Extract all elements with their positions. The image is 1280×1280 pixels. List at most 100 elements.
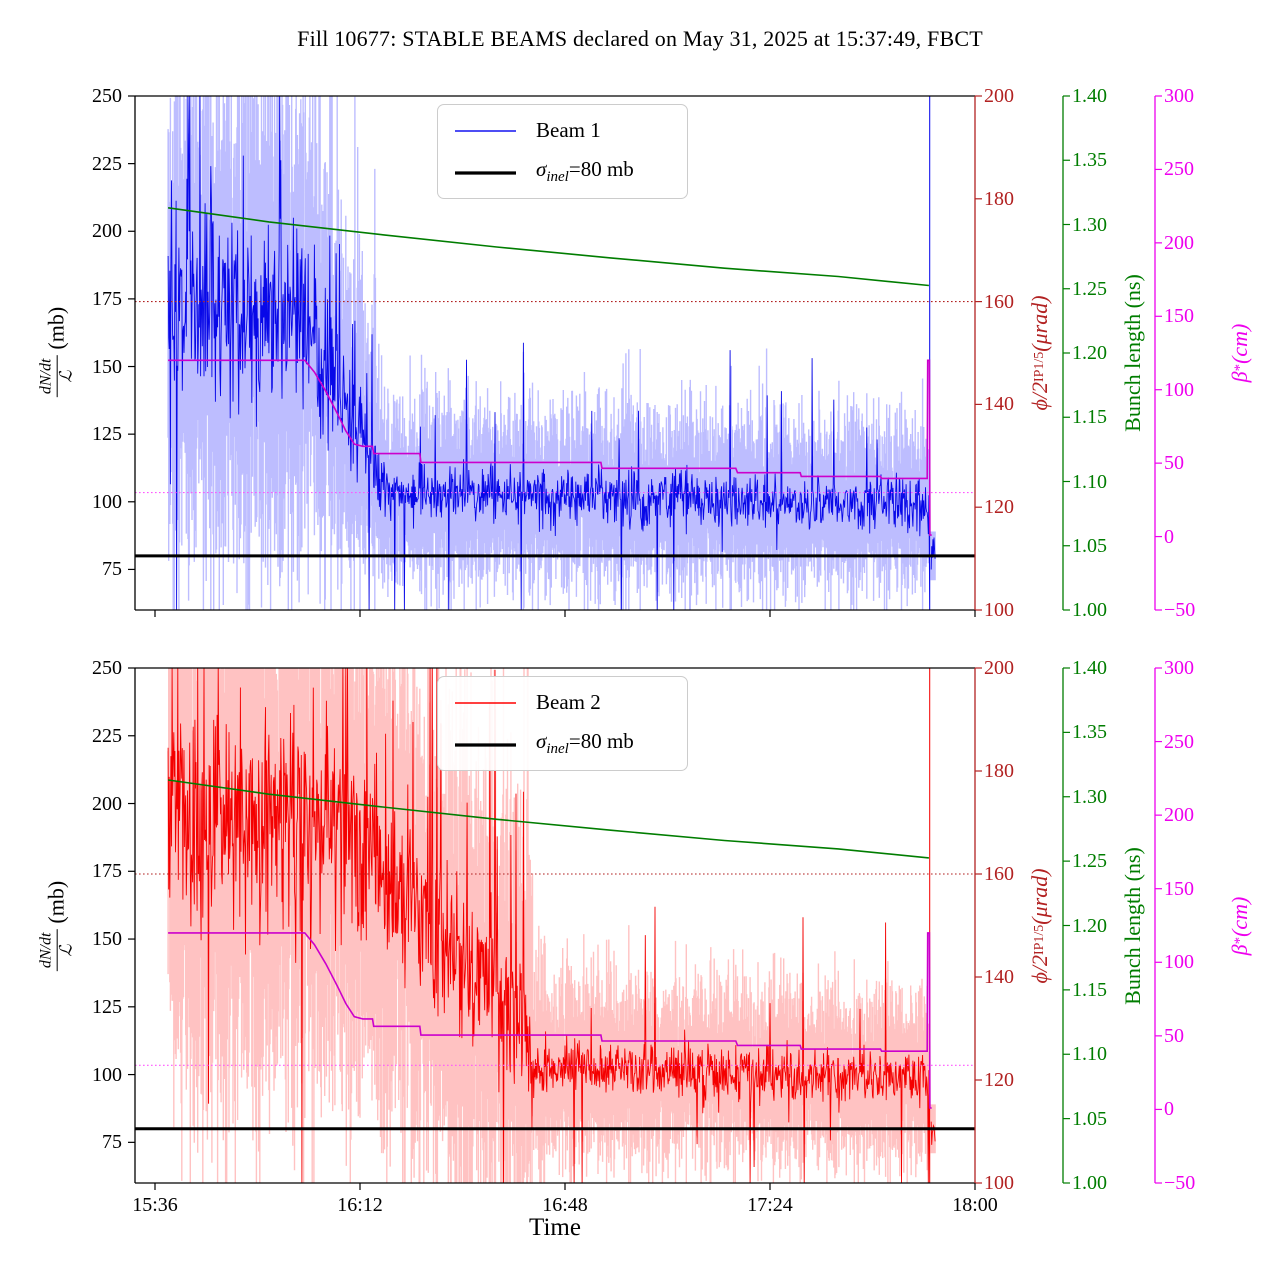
subplot-beam1-tail xyxy=(930,537,936,570)
tick-label: 250 xyxy=(1164,730,1194,753)
tick-label: 125 xyxy=(92,995,122,1018)
tick-label: 1.30 xyxy=(1072,785,1107,808)
legend-label-beam2: Beam 2 xyxy=(536,690,601,714)
tick-label: 150 xyxy=(92,355,122,378)
tick-label: 125 xyxy=(92,423,122,446)
subplot-beam2-data xyxy=(167,668,936,1183)
beta-star-line xyxy=(168,932,932,1109)
tick-label: 1.15 xyxy=(1072,406,1107,429)
tick-label: 140 xyxy=(984,393,1014,416)
tick-label: 300 xyxy=(1164,85,1194,107)
tick-label: 100 xyxy=(92,490,122,513)
tick-label: 100 xyxy=(92,1063,122,1086)
tick-label: 1.05 xyxy=(1072,1107,1107,1130)
tick-label: 15:36 xyxy=(132,1194,178,1216)
tick-label: 200 xyxy=(1164,804,1194,827)
tick-label: 1.20 xyxy=(1072,342,1107,364)
tick-label: 1.15 xyxy=(1072,978,1107,1001)
tick-label: −50 xyxy=(1164,1172,1196,1194)
subplot-beam2-trace xyxy=(167,668,931,1183)
tick-label: 1.25 xyxy=(1072,850,1107,873)
legend-label-sigma: σinel=80 mb xyxy=(536,729,634,758)
tick-label: 100 xyxy=(984,599,1014,621)
figure-title: Fill 10677: STABLE BEAMS declared on May… xyxy=(297,26,983,51)
tick-label: 1.00 xyxy=(1072,1172,1107,1194)
tick-label: 150 xyxy=(1164,305,1194,328)
tick-label: 150 xyxy=(92,928,122,951)
tick-label: 100 xyxy=(1164,378,1194,401)
tick-label: 75 xyxy=(102,558,122,581)
tick-label: 140 xyxy=(984,966,1014,988)
tick-label: 175 xyxy=(92,287,122,310)
tick-label: 17:24 xyxy=(747,1194,793,1216)
tick-label: 160 xyxy=(984,290,1014,313)
beta-axis-label-top: β * (cm) xyxy=(1227,323,1252,383)
subplot-beam1-trace xyxy=(167,96,931,610)
legend-item-sigma: σinel=80 mb xyxy=(438,157,687,189)
subplot-beam1-data xyxy=(167,96,936,610)
tick-label: 175 xyxy=(92,860,122,883)
tick-label: −50 xyxy=(1164,599,1196,621)
legend-label-beam1: Beam 1 xyxy=(536,118,601,142)
sigma-line-sample xyxy=(455,170,516,175)
bunch-axis-label-bottom: Bunch length (ns) xyxy=(1120,847,1145,1005)
tick-label: 200 xyxy=(984,657,1014,679)
tick-label: 1.10 xyxy=(1072,1043,1107,1066)
legend-beam2: Beam 2 σinel=80 mb xyxy=(437,676,688,771)
bunch-length-line xyxy=(167,779,929,859)
bunch-axis-label-top: Bunch length (ns) xyxy=(1120,274,1145,432)
tick-label: 300 xyxy=(1164,657,1194,679)
beam2-line-sample xyxy=(455,701,516,704)
legend-beam1: Beam 1 σinel=80 mb xyxy=(437,104,688,199)
tick-label: 1.00 xyxy=(1072,599,1107,621)
tick-label: 100 xyxy=(984,1172,1014,1194)
tick-label: 50 xyxy=(1164,1024,1184,1047)
tick-label: 180 xyxy=(984,760,1014,782)
tick-label: 100 xyxy=(1164,951,1194,974)
tick-label: 1.05 xyxy=(1072,534,1107,557)
tick-label: 225 xyxy=(92,152,122,175)
tick-label: 0 xyxy=(1164,525,1174,548)
rate-axis-label-top: dN/dt ℒ (mb) xyxy=(33,307,75,398)
beam1-line-sample xyxy=(455,129,516,132)
legend-item-sigma: σinel=80 mb xyxy=(438,729,687,761)
tick-label: 250 xyxy=(1164,158,1194,181)
tick-label: 75 xyxy=(102,1131,122,1154)
legend-item-beam2: Beam 2 xyxy=(438,687,687,719)
tick-label: 1.20 xyxy=(1072,914,1107,937)
tick-label: 0 xyxy=(1164,1098,1174,1121)
tick-label: 200 xyxy=(92,220,122,243)
tick-label: 1.30 xyxy=(1072,213,1107,236)
tick-label: 250 xyxy=(92,85,122,107)
rate-axis-label-bottom: dN/dt ℒ (mb) xyxy=(33,881,75,972)
tick-label: 150 xyxy=(1164,877,1194,900)
subplot-beam1 xyxy=(128,95,1162,617)
tick-label: 50 xyxy=(1164,452,1184,475)
tick-label: 120 xyxy=(984,1069,1014,1091)
crossing-axis-label-bottom: ϕ/2 IP1/5 (μrad) xyxy=(1027,868,1052,984)
tick-label: 200 xyxy=(984,85,1014,107)
crossing-axis-label-top: ϕ/2 IP1/5 (μrad) xyxy=(1027,295,1052,411)
beta-star-line xyxy=(168,359,932,536)
x-axis-label: Time xyxy=(529,1214,581,1241)
tick-label: 250 xyxy=(92,657,122,679)
tick-label: 18:00 xyxy=(952,1194,998,1216)
tick-label: 225 xyxy=(92,724,122,747)
tick-label: 1.40 xyxy=(1072,657,1107,679)
tick-label: 200 xyxy=(1164,231,1194,254)
bunch-length-line xyxy=(167,207,929,287)
tick-label: 16:48 xyxy=(542,1194,588,1216)
tick-label: 180 xyxy=(984,187,1014,210)
tick-label: 160 xyxy=(984,863,1014,885)
tick-label: 16:12 xyxy=(337,1194,383,1216)
tick-label: 1.35 xyxy=(1072,721,1107,744)
legend-item-beam1: Beam 1 xyxy=(438,115,687,147)
tick-label: 120 xyxy=(984,496,1014,519)
tick-label: 200 xyxy=(92,792,122,815)
tick-label: 1.25 xyxy=(1072,277,1107,300)
tick-label: 1.10 xyxy=(1072,470,1107,493)
tick-label: 1.40 xyxy=(1072,85,1107,107)
beta-axis-label-bottom: β * (cm) xyxy=(1227,896,1252,956)
